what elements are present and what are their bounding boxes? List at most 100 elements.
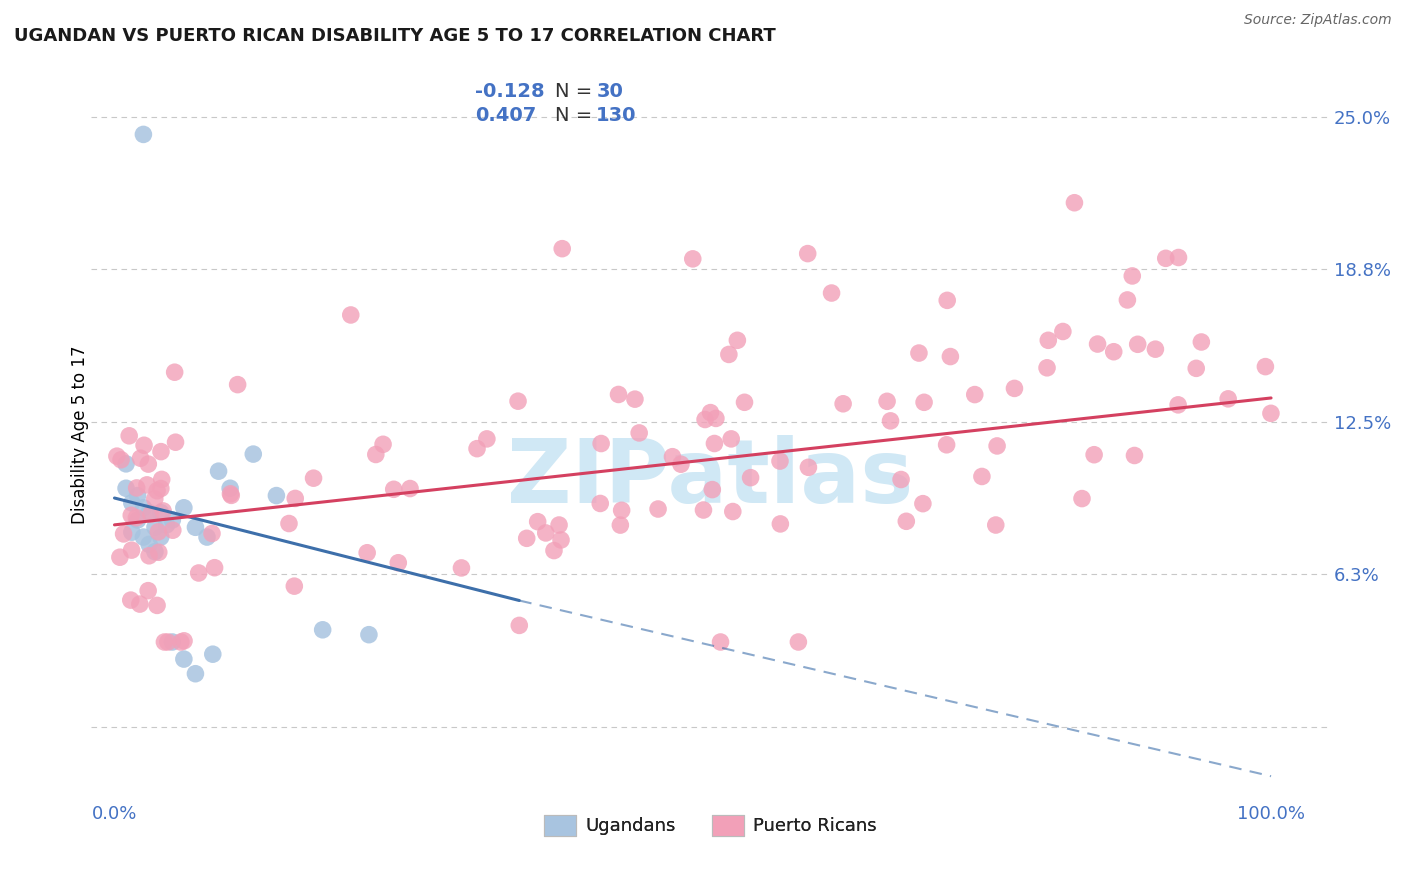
Point	[149, 482, 172, 496]
Point	[184, 520, 207, 534]
Point	[132, 128, 155, 142]
Point	[132, 438, 155, 452]
Point	[201, 647, 224, 661]
Point	[162, 513, 184, 527]
Point	[911, 497, 934, 511]
Point	[890, 473, 912, 487]
Point	[475, 432, 498, 446]
Point	[908, 346, 931, 360]
Point	[1189, 334, 1212, 349]
Point	[551, 242, 574, 256]
Point	[115, 457, 138, 471]
Point	[127, 489, 149, 503]
Point	[796, 246, 818, 260]
Point	[146, 483, 169, 498]
Point	[543, 543, 565, 558]
Point	[1260, 406, 1282, 420]
Point	[283, 579, 305, 593]
Text: 0.407: 0.407	[475, 106, 536, 125]
Point	[150, 444, 173, 458]
Point	[1116, 293, 1139, 307]
Point	[1126, 337, 1149, 351]
Point	[692, 503, 714, 517]
Point	[1167, 398, 1189, 412]
Point	[550, 533, 572, 547]
Point	[1071, 491, 1094, 506]
Point	[201, 526, 224, 541]
Point	[984, 518, 1007, 533]
Point	[120, 593, 142, 607]
Point	[1036, 360, 1059, 375]
Point	[879, 414, 901, 428]
Point	[516, 531, 538, 545]
Point	[162, 635, 184, 649]
Point	[143, 545, 166, 559]
Point	[607, 387, 630, 401]
Point	[589, 496, 612, 510]
Point	[187, 566, 209, 580]
Point	[129, 451, 152, 466]
Point	[986, 439, 1008, 453]
Point	[266, 489, 288, 503]
Point	[138, 537, 160, 551]
Point	[939, 350, 962, 364]
Point	[832, 397, 855, 411]
Point	[311, 623, 333, 637]
Point	[150, 472, 173, 486]
Text: N =: N =	[555, 106, 593, 125]
Point	[704, 411, 727, 425]
Point	[702, 483, 724, 497]
Point	[820, 286, 842, 301]
Point	[647, 502, 669, 516]
Point	[382, 483, 405, 497]
Point	[876, 394, 898, 409]
Text: UGANDAN VS PUERTO RICAN DISABILITY AGE 5 TO 17 CORRELATION CHART: UGANDAN VS PUERTO RICAN DISABILITY AGE 5…	[14, 27, 776, 45]
Point	[146, 599, 169, 613]
Point	[669, 457, 692, 471]
Text: ZIPatlas: ZIPatlas	[508, 435, 914, 522]
Point	[1144, 342, 1167, 356]
Point	[121, 543, 143, 558]
Point	[364, 448, 387, 462]
Point	[163, 365, 186, 379]
Point	[703, 436, 725, 450]
Point	[1185, 361, 1208, 376]
Point	[624, 392, 647, 406]
Point	[628, 425, 651, 440]
Point	[682, 252, 704, 266]
Point	[1121, 268, 1143, 283]
Point	[173, 652, 195, 666]
Point	[121, 525, 143, 540]
Point	[138, 506, 160, 520]
Point	[357, 628, 380, 642]
Point	[356, 546, 378, 560]
Point	[143, 520, 166, 534]
Point	[120, 508, 142, 523]
Point	[132, 530, 155, 544]
Point	[242, 447, 264, 461]
Point	[936, 293, 959, 308]
Point	[219, 488, 242, 502]
Point	[465, 442, 488, 456]
Point	[371, 437, 394, 451]
Point	[661, 450, 683, 464]
Point	[1102, 344, 1125, 359]
Point	[699, 406, 721, 420]
Point	[153, 635, 176, 649]
Point	[195, 530, 218, 544]
Point	[769, 516, 792, 531]
Point	[162, 523, 184, 537]
Point	[138, 549, 160, 563]
Point	[912, 395, 935, 409]
Point	[115, 481, 138, 495]
Point	[734, 395, 756, 409]
Point	[1167, 251, 1189, 265]
Point	[219, 487, 242, 501]
Point	[610, 503, 633, 517]
Point	[935, 438, 957, 452]
Point	[132, 500, 155, 515]
Point	[152, 504, 174, 518]
Point	[693, 412, 716, 426]
Legend: Ugandans, Puerto Ricans: Ugandans, Puerto Ricans	[536, 807, 884, 843]
Text: N =: N =	[555, 82, 593, 102]
